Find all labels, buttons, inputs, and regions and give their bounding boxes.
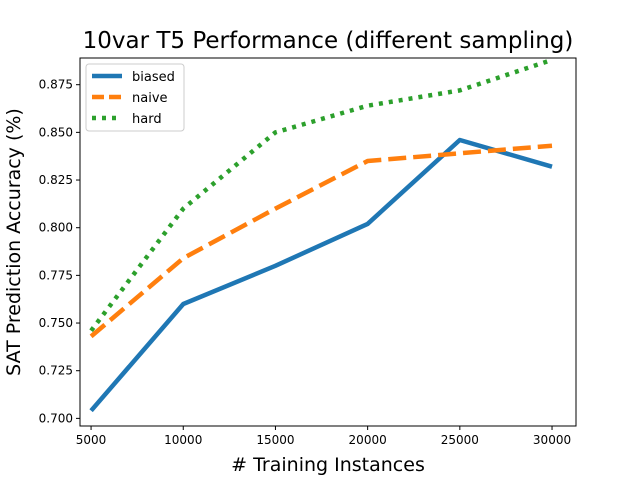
y-tick-label: 0.725 [39, 364, 73, 378]
y-tick-label: 0.775 [39, 268, 73, 282]
y-axis-title: SAT Prediction Accuracy (%) [3, 108, 25, 376]
series-layer [89, 57, 553, 413]
y-axis: 0.700 0.725 0.750 0.775 0.800 0.825 0.850 0.875 [39, 78, 80, 425]
series-line-hard [89, 57, 553, 333]
legend-label-biased: biased [132, 70, 175, 85]
y-tick-label: 0.700 [39, 411, 73, 425]
series-line-naive [89, 143, 553, 339]
x-tick-label: 20000 [349, 433, 387, 447]
x-tick-label: 30000 [533, 433, 571, 447]
x-tick-label: 10000 [164, 433, 202, 447]
x-tick-label: 25000 [441, 433, 479, 447]
x-tick-label: 5000 [76, 433, 107, 447]
y-tick-label: 0.750 [39, 316, 73, 330]
legend: biased naive hard [85, 63, 185, 132]
y-tick-label: 0.825 [39, 173, 73, 187]
series-line-biased [89, 137, 553, 413]
x-axis-title: # Training Instances [231, 454, 425, 476]
x-tick-label: 15000 [256, 433, 294, 447]
chart-title: 10var T5 Performance (different sampling… [83, 28, 574, 54]
y-tick-label: 0.850 [39, 125, 73, 139]
legend-label-hard: hard [132, 112, 162, 127]
y-tick-label: 0.800 [39, 221, 73, 235]
plot-frame [79, 57, 577, 427]
legend-frame [85, 63, 185, 132]
y-tick-label: 0.875 [39, 78, 73, 92]
legend-label-naive: naive [132, 91, 168, 106]
x-axis: 5000 10000 15000 20000 25000 30000 [76, 426, 571, 447]
